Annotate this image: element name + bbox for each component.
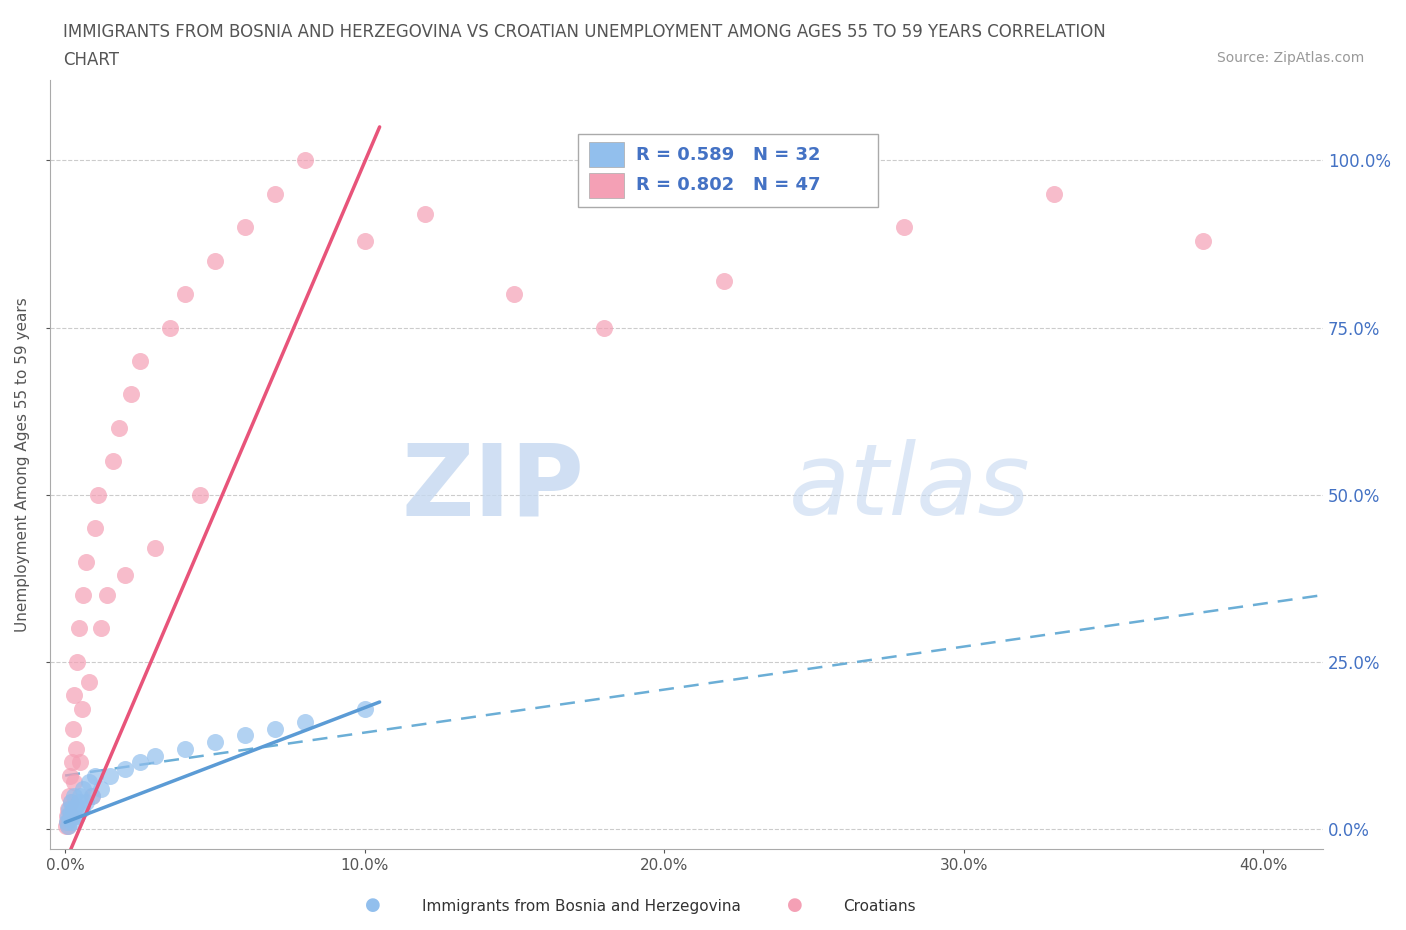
Point: [713, 273, 735, 288]
Point: [55, 815, 77, 830]
Point: [56, 802, 79, 817]
Text: R = 0.589   N = 32: R = 0.589 N = 32: [636, 146, 820, 164]
Point: [143, 540, 166, 555]
Point: [63, 789, 86, 804]
Point: [60, 755, 83, 770]
Point: [294, 153, 316, 167]
Point: [129, 755, 152, 770]
Point: [63, 688, 86, 703]
Point: [80, 789, 103, 804]
Point: [67, 795, 90, 810]
Point: [353, 701, 375, 716]
Text: ●: ●: [364, 896, 381, 914]
Point: [67, 621, 90, 636]
Text: R = 0.802   N = 47: R = 0.802 N = 47: [636, 177, 820, 194]
Point: [87, 487, 110, 502]
Point: [1192, 233, 1215, 248]
Point: [204, 735, 226, 750]
Point: [90, 781, 112, 796]
Point: [96, 588, 118, 603]
Point: [77, 674, 100, 689]
Point: [66, 808, 89, 823]
Text: ●: ●: [786, 896, 803, 914]
Point: [413, 206, 436, 221]
Point: [90, 621, 112, 636]
Point: [56, 808, 79, 823]
Point: [174, 286, 197, 301]
Point: [62, 775, 84, 790]
Text: atlas: atlas: [789, 439, 1031, 537]
Point: [59, 804, 82, 819]
Point: [233, 219, 256, 234]
Point: [80, 789, 103, 804]
Point: [98, 768, 121, 783]
Point: [69, 789, 91, 804]
Point: [72, 588, 94, 603]
Point: [58, 802, 80, 817]
Point: [62, 802, 84, 817]
Point: [59, 812, 82, 827]
Point: [72, 781, 94, 796]
Point: [65, 741, 87, 756]
Point: [233, 728, 256, 743]
Point: [55, 818, 77, 833]
Point: [893, 219, 915, 234]
Point: [129, 353, 152, 368]
FancyBboxPatch shape: [578, 134, 877, 207]
Text: CHART: CHART: [63, 51, 120, 69]
Text: Immigrants from Bosnia and Herzegovina: Immigrants from Bosnia and Herzegovina: [422, 899, 741, 914]
Point: [60, 808, 83, 823]
Text: ZIP: ZIP: [402, 439, 585, 537]
Point: [174, 741, 197, 756]
Point: [55, 815, 77, 830]
Point: [143, 748, 166, 763]
Point: [593, 320, 616, 335]
Point: [56, 818, 79, 833]
Point: [65, 798, 87, 813]
Point: [204, 253, 226, 268]
Point: [114, 567, 136, 582]
Point: [69, 755, 91, 770]
Point: [70, 802, 93, 817]
Point: [56, 818, 79, 833]
Point: [120, 387, 142, 402]
Text: Source: ZipAtlas.com: Source: ZipAtlas.com: [1216, 51, 1364, 65]
Point: [1042, 186, 1064, 201]
Point: [353, 233, 375, 248]
Point: [62, 808, 84, 823]
Point: [159, 320, 181, 335]
FancyBboxPatch shape: [589, 142, 624, 167]
Point: [62, 722, 84, 737]
Point: [60, 795, 83, 810]
Point: [59, 768, 82, 783]
Point: [188, 487, 211, 502]
Point: [58, 789, 80, 804]
Point: [59, 795, 82, 810]
Point: [56, 808, 79, 823]
Point: [84, 521, 107, 536]
Point: [84, 768, 107, 783]
Text: Croatians: Croatians: [844, 899, 917, 914]
Point: [263, 722, 285, 737]
Point: [77, 775, 100, 790]
Point: [75, 554, 97, 569]
Text: IMMIGRANTS FROM BOSNIA AND HERZEGOVINA VS CROATIAN UNEMPLOYMENT AMONG AGES 55 TO: IMMIGRANTS FROM BOSNIA AND HERZEGOVINA V…: [63, 23, 1107, 41]
Point: [60, 815, 83, 830]
Point: [114, 762, 136, 777]
Point: [263, 186, 285, 201]
Point: [108, 420, 131, 435]
Point: [294, 714, 316, 729]
Point: [75, 795, 97, 810]
Point: [503, 286, 526, 301]
Y-axis label: Unemployment Among Ages 55 to 59 years: Unemployment Among Ages 55 to 59 years: [15, 298, 30, 632]
Point: [66, 655, 89, 670]
Point: [101, 454, 124, 469]
Point: [70, 701, 93, 716]
FancyBboxPatch shape: [589, 173, 624, 198]
